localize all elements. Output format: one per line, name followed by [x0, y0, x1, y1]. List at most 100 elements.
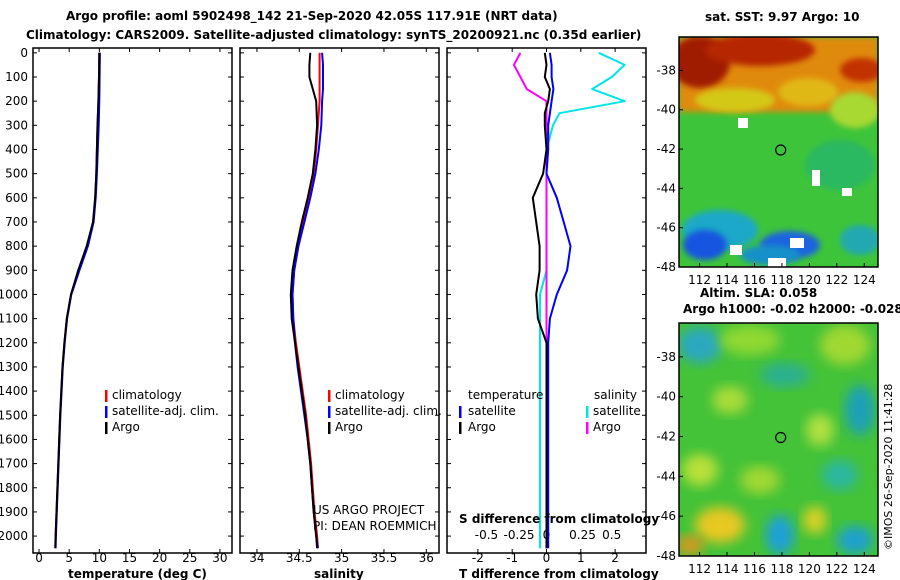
x-tick-label: 5: [65, 551, 73, 565]
series-line-s-satellite: [539, 51, 626, 549]
x-tick-label: 20: [152, 551, 167, 565]
legend-label-t-argo: Argo: [468, 420, 496, 434]
map-x-tick-label: 114: [716, 562, 739, 576]
x-top-tick-label: 0.5: [602, 528, 621, 542]
map-x-tick-label: 112: [688, 273, 711, 287]
map-x-tick-label: 122: [825, 273, 848, 287]
temperature-legend: climatology satellite-adj. clim. Argo: [105, 388, 219, 434]
legend-label-argo: Argo: [335, 420, 363, 434]
map-x-tick-label: 122: [825, 562, 848, 576]
series-line-climatology: [291, 52, 321, 549]
map-y-tick-label: -44: [656, 181, 676, 195]
map-x-tick-label: 114: [716, 273, 739, 287]
legend-swatch-t-argo: [459, 422, 462, 434]
y-tick-label: 900: [5, 263, 28, 277]
x-top-tick-label: -0.5: [475, 528, 498, 542]
x-tick-label: 34.5: [286, 551, 313, 565]
map-x-tick-label: 124: [853, 273, 876, 287]
map-x-tick-label: 116: [743, 562, 766, 576]
x-tick-label: 35.5: [371, 551, 398, 565]
series-line-satellite-adj-clim-: [54, 52, 101, 549]
sst-map-title: sat. SST: 9.97 Argo: 10: [705, 10, 859, 24]
header-line1: Argo profile: aoml 5902498_142 21-Sep-20…: [66, 9, 558, 24]
y-tick-label: 1900: [0, 505, 28, 519]
sla-map-axes: 112 114 116 118 120 122 124 -38 -40 -42 -44 -46 -48: [656, 350, 875, 576]
x-top-tick-label: -0.25: [504, 528, 535, 542]
legend-swatch-clim: [328, 390, 331, 402]
x-tick-label: -1: [506, 551, 518, 565]
y-tick-label: 300: [5, 118, 28, 132]
y-tick-label: 1800: [0, 481, 28, 495]
watermark: ©IMOS 26-Sep-2020 11:41:28: [882, 384, 895, 550]
y-tick-label: 800: [5, 239, 28, 253]
legend-label-sat: satellite-adj. clim.: [112, 404, 219, 418]
y-tick-label: 200: [5, 94, 28, 108]
x-tick-label: 10: [92, 551, 107, 565]
map-x-tick-label: 124: [853, 562, 876, 576]
legend-label-s-argo: Argo: [593, 420, 621, 434]
legend-label-t-sat: satellite: [468, 404, 516, 418]
legend-label-s-sat: satellite: [593, 404, 641, 418]
series-line-s-argo: [512, 52, 548, 549]
y-tick-label: 400: [5, 142, 28, 156]
y-tick-label: 1000: [0, 287, 28, 301]
difference-xlabel: T difference from climatology: [459, 567, 659, 580]
legend-swatch-s-argo: [586, 422, 589, 434]
argo-position-marker: [775, 144, 787, 156]
legend-label-argo: Argo: [112, 420, 140, 434]
difference-top-xlabel: S difference from climatology: [459, 512, 659, 526]
legend-title-salinity: salinity: [594, 388, 637, 402]
map-y-tick-label: -44: [656, 469, 676, 483]
map-x-tick-label: 118: [770, 273, 793, 287]
x-tick-label: 34: [249, 551, 264, 565]
map-y-tick-label: -42: [656, 430, 676, 444]
y-tick-label: 1700: [0, 457, 28, 471]
y-tick-label: 1500: [0, 408, 28, 422]
difference-legend: temperature salinity satellite Argo sate…: [459, 388, 641, 434]
series-line-t-argo: [531, 52, 551, 549]
temperature-series: [54, 52, 101, 549]
sst-map-frame: [678, 36, 879, 268]
x-tick-label: 15: [122, 551, 137, 565]
argo-position-marker: [775, 431, 787, 444]
temperature-x-axis: 0 5 10 15 20 25 30: [35, 48, 228, 565]
y-tick-label: 1200: [0, 336, 28, 350]
map-x-tick-label: 120: [798, 273, 821, 287]
x-tick-label: 30: [212, 551, 227, 565]
salinity-plot-frame: [239, 47, 440, 554]
legend-title-temperature: temperature: [468, 388, 543, 402]
y-tick-label: 1300: [0, 360, 28, 374]
legend-swatch-clim: [105, 390, 108, 402]
legend-swatch-argo: [105, 422, 108, 434]
sla-map-title: Altim. SLA: 0.058: [700, 286, 817, 300]
map-x-tick-label: 112: [688, 562, 711, 576]
legend-swatch-sat: [328, 406, 331, 418]
map-y-tick-label: -48: [656, 549, 676, 563]
sla-map-subtitle: Argo h1000: -0.02 h2000: -0.028: [683, 302, 900, 316]
temperature-plot-frame: [32, 47, 233, 554]
map-x-tick-label: 120: [798, 562, 821, 576]
sla-map-image: [679, 323, 878, 556]
legend-swatch-argo: [328, 422, 331, 434]
map-y-tick-label: -40: [656, 390, 676, 404]
legend-label-clim: climatology: [335, 388, 405, 402]
credit-pi: PI: DEAN ROEMMICH: [313, 519, 436, 533]
map-y-tick-label: -38: [656, 63, 676, 77]
legend-label-sat: satellite-adj. clim.: [335, 404, 442, 418]
x-tick-label: 35: [334, 551, 349, 565]
temperature-xlabel: temperature (deg C): [68, 567, 207, 580]
map-x-tick-label: 116: [743, 273, 766, 287]
x-tick-label: 2: [611, 551, 619, 565]
map-y-tick-label: -42: [656, 142, 676, 156]
sst-map-axes: 112 114 116 118 120 122 124 -38 -40 -42 -44 -46 -48: [656, 63, 875, 287]
x-tick-label: 1: [577, 551, 585, 565]
salinity-xlabel: salinity: [314, 567, 364, 580]
series-line-argo: [54, 52, 101, 549]
y-tick-label: 700: [5, 215, 28, 229]
difference-x-axis: -2 -1 0 1 2-0.5 -0.25 0 0.25 0.5: [472, 48, 621, 565]
x-top-tick-label: 0.25: [569, 528, 596, 542]
map-y-tick-label: -48: [656, 260, 676, 274]
difference-series: [512, 51, 626, 549]
series-line-climatology: [54, 52, 101, 549]
